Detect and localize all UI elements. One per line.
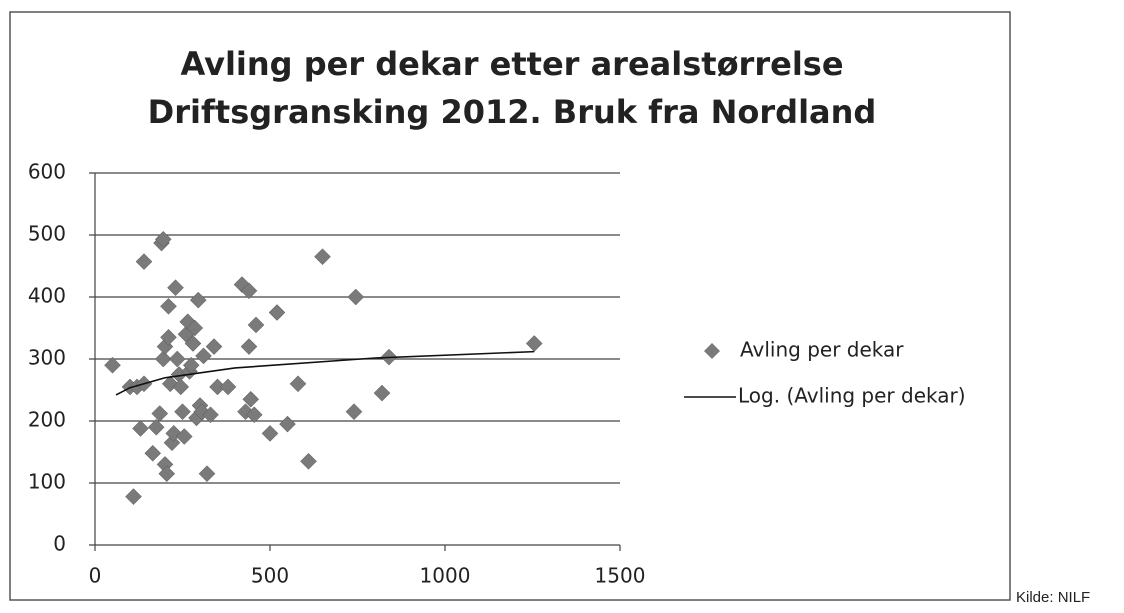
point [268, 304, 286, 321]
point [345, 403, 363, 421]
point [174, 403, 191, 421]
y-tick-label: 0 [53, 532, 66, 556]
point [147, 418, 165, 436]
point [247, 316, 265, 334]
point [160, 328, 177, 346]
point [279, 415, 296, 433]
source-note: Kilde: NILF [1016, 589, 1090, 606]
point [525, 335, 543, 352]
point [144, 444, 162, 462]
point [219, 378, 237, 396]
point [168, 350, 186, 368]
point [175, 428, 193, 445]
point [240, 282, 258, 300]
point [189, 291, 207, 309]
y-tick-label: 300 [28, 346, 66, 370]
point [261, 425, 279, 442]
legend-marker [704, 343, 720, 359]
point [242, 390, 260, 408]
point [198, 465, 216, 483]
chart-frame [9, 11, 1011, 601]
point [154, 350, 172, 368]
y-tick-label: 400 [28, 284, 66, 308]
point [167, 279, 184, 297]
legend-label: Avling per dekar [740, 338, 904, 362]
y-tick-label: 200 [28, 408, 66, 432]
chart-title: Driftsgransking 2012. Bruk fra Nordland [148, 93, 877, 131]
chart-title: Avling per dekar etter arealstørrelse [180, 45, 843, 83]
point [240, 338, 258, 355]
point [135, 253, 153, 271]
point [132, 420, 149, 437]
y-tick-label: 100 [28, 470, 66, 494]
y-tick-label: 500 [28, 222, 66, 246]
point [289, 375, 307, 393]
point [347, 288, 365, 306]
y-tick-label: 600 [28, 160, 66, 184]
x-tick-label: 1500 [595, 564, 646, 588]
point [300, 452, 317, 470]
point [186, 319, 204, 337]
point [373, 384, 391, 402]
point [184, 335, 202, 352]
point [202, 406, 219, 424]
legend-label: Log. (Avling per dekar) [738, 384, 966, 408]
x-tick-label: 500 [251, 564, 289, 588]
point [151, 405, 169, 422]
point [245, 406, 263, 424]
point [158, 465, 176, 483]
trendline [115, 350, 535, 396]
point [125, 488, 142, 505]
point [104, 356, 121, 374]
x-tick-label: 1000 [420, 564, 471, 588]
point [160, 297, 177, 315]
point [154, 230, 172, 248]
point [205, 338, 223, 355]
point [172, 378, 190, 396]
x-tick-label: 0 [89, 564, 102, 588]
point [314, 248, 331, 266]
point [182, 356, 200, 374]
point [195, 347, 212, 365]
